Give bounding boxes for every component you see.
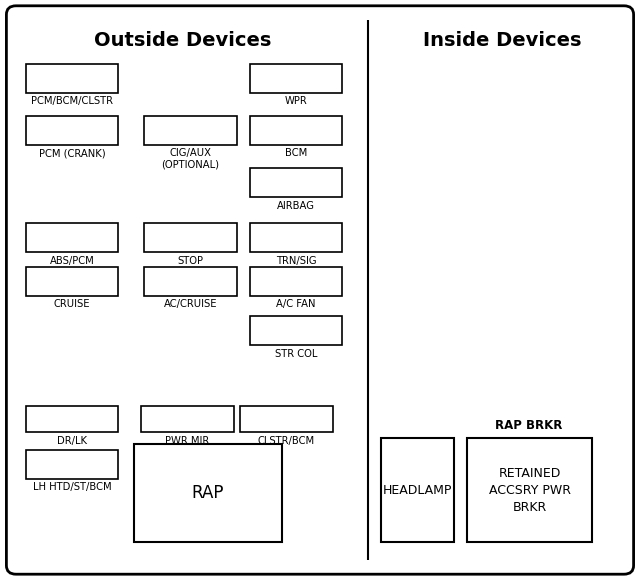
Text: CIG/AUX
(OPTIONAL): CIG/AUX (OPTIONAL)	[161, 148, 220, 169]
Bar	[26, 116, 118, 145]
Text: RETAINED
ACCSRY PWR
BRKR: RETAINED ACCSRY PWR BRKR	[488, 466, 571, 514]
Bar	[250, 168, 342, 197]
Text: AIRBAG: AIRBAG	[277, 201, 315, 211]
Bar	[381, 438, 454, 542]
Bar	[141, 406, 234, 432]
Bar	[250, 316, 342, 345]
Text: A/C FAN: A/C FAN	[276, 299, 316, 309]
Bar	[144, 116, 237, 145]
Text: PCM (CRANK): PCM (CRANK)	[38, 148, 106, 158]
Bar	[250, 116, 342, 145]
Bar	[467, 438, 592, 542]
Text: LH HTD/ST/BCM: LH HTD/ST/BCM	[33, 482, 111, 492]
Text: PWR MIR: PWR MIR	[165, 436, 209, 445]
Text: TRN/SIG: TRN/SIG	[276, 256, 316, 266]
Text: STOP: STOP	[177, 256, 204, 266]
Text: DR/LK: DR/LK	[57, 436, 87, 445]
Text: Inside Devices: Inside Devices	[423, 31, 582, 50]
Text: RAP BRKR: RAP BRKR	[495, 419, 563, 432]
FancyBboxPatch shape	[6, 6, 634, 574]
Bar	[240, 406, 333, 432]
Text: PCM/BCM/CLSTR: PCM/BCM/CLSTR	[31, 96, 113, 106]
Text: WPR: WPR	[285, 96, 307, 106]
Text: CRUISE: CRUISE	[54, 299, 90, 309]
Bar	[26, 450, 118, 478]
Bar	[134, 444, 282, 542]
Text: HEADLAMP: HEADLAMP	[383, 484, 452, 496]
Bar	[26, 406, 118, 432]
Text: RAP: RAP	[192, 484, 224, 502]
Bar	[144, 267, 237, 296]
Bar	[26, 267, 118, 296]
Text: BCM: BCM	[285, 148, 307, 158]
Bar	[250, 223, 342, 252]
Text: ABS/PCM: ABS/PCM	[50, 256, 94, 266]
Text: STR COL: STR COL	[275, 349, 317, 358]
Text: AC/CRUISE: AC/CRUISE	[164, 299, 217, 309]
Text: CLSTR/BCM: CLSTR/BCM	[258, 436, 315, 445]
Bar	[26, 64, 118, 93]
Bar	[250, 64, 342, 93]
Bar	[26, 223, 118, 252]
Bar	[250, 267, 342, 296]
Bar	[144, 223, 237, 252]
Text: Outside Devices: Outside Devices	[93, 31, 271, 50]
